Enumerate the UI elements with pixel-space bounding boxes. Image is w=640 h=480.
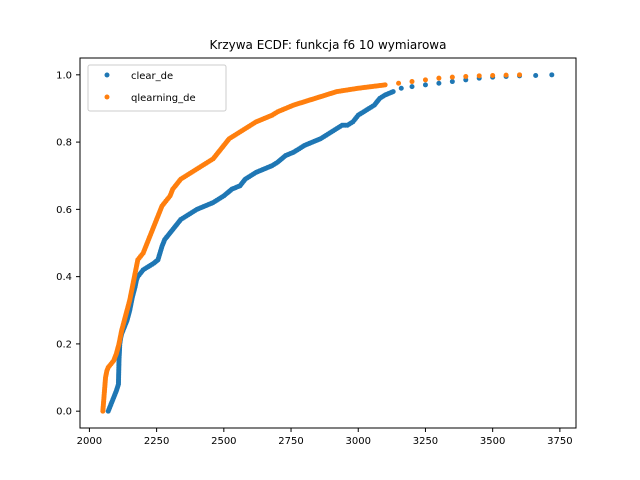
y-tick-label: 0.4 xyxy=(56,272,72,283)
legend: clear_de qlearning_de xyxy=(87,64,227,112)
plot-area xyxy=(79,57,577,429)
data-point xyxy=(533,72,539,78)
data-point xyxy=(490,72,496,78)
data-point xyxy=(409,79,415,85)
y-tick-label: 1.0 xyxy=(56,70,72,81)
legend-marker-qlearning-de xyxy=(104,94,110,100)
data-point xyxy=(396,80,402,86)
data-point xyxy=(422,82,428,88)
y-tick-label: 0.0 xyxy=(56,407,72,418)
data-point xyxy=(549,72,555,78)
data-point xyxy=(436,80,442,86)
data-point xyxy=(409,84,415,90)
data-point xyxy=(463,74,469,79)
x-tick-label: 3500 xyxy=(480,436,505,447)
data-point xyxy=(390,89,396,95)
series-qlearning-de xyxy=(100,72,523,414)
axes-frame xyxy=(79,57,577,429)
legend-label-qlearning-de: qlearning_de xyxy=(131,93,196,104)
x-tick-label: 3750 xyxy=(547,436,572,447)
legend-label-clear-de: clear_de xyxy=(131,71,173,82)
data-point xyxy=(382,82,388,88)
x-tick-label: 3250 xyxy=(413,436,438,447)
x-tick-label: 2500 xyxy=(211,436,236,447)
y-tick-label: 0.8 xyxy=(56,138,72,149)
x-axis: 2000 2250 2500 2750 3000 3250 3500 3750 xyxy=(77,428,573,447)
data-point xyxy=(449,79,455,85)
legend-box xyxy=(87,64,227,112)
data-point xyxy=(503,72,509,78)
data-point xyxy=(517,72,523,78)
series-layer xyxy=(100,72,555,414)
y-tick-label: 0.2 xyxy=(56,339,72,350)
x-tick-label: 2750 xyxy=(278,436,303,447)
y-tick-label: 0.6 xyxy=(56,205,72,216)
chart-title: Krzywa ECDF: funkcja f6 10 wymiarowa xyxy=(210,38,447,52)
data-point xyxy=(436,75,442,81)
data-point xyxy=(449,74,455,80)
y-axis: 0.0 0.2 0.4 0.6 0.8 1.0 xyxy=(56,70,80,418)
data-point xyxy=(398,85,404,91)
data-point xyxy=(422,77,428,83)
data-point xyxy=(476,73,482,79)
legend-marker-clear-de xyxy=(104,72,110,78)
x-tick-label: 3000 xyxy=(346,436,371,447)
x-tick-label: 2000 xyxy=(77,436,102,447)
x-tick-label: 2250 xyxy=(144,436,169,447)
